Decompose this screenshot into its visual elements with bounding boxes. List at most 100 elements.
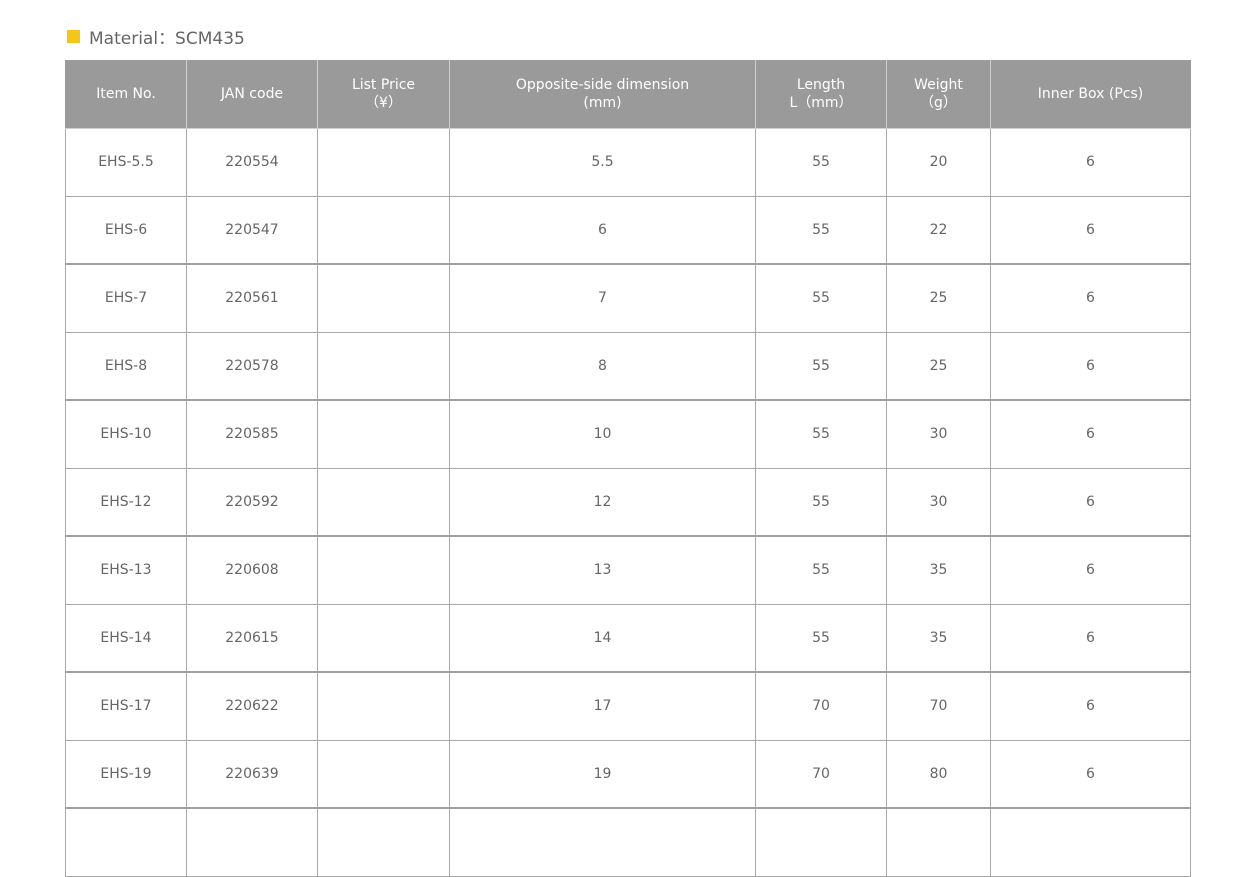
- table-row: EHS-6 220547 6 55 22 6: [65, 195, 1191, 265]
- header-unit: L（mm）: [789, 95, 853, 111]
- cell-weight: 25: [886, 331, 991, 401]
- cell-length: 55: [755, 128, 887, 197]
- cell-list-price: [317, 263, 450, 333]
- header-inner-box: Inner Box (Pcs): [990, 60, 1191, 129]
- cell-jan-code: 220561: [186, 263, 318, 333]
- table-row: [65, 807, 1191, 877]
- cell-item-no: EHS-7: [65, 263, 187, 333]
- cell-list-price: [317, 467, 450, 537]
- header-label: JAN code: [220, 86, 284, 102]
- cell-inner-box: 6: [990, 739, 1191, 809]
- square-bullet-icon: [67, 30, 80, 43]
- cell-weight: 30: [886, 467, 991, 537]
- cell-opposite-side-dimension: 8: [449, 331, 756, 401]
- table-row: EHS-7 220561 7 55 25 6: [65, 263, 1191, 333]
- cell-length: 70: [755, 671, 887, 741]
- cell-opposite-side-dimension: 12: [449, 467, 756, 537]
- cell-item-no: EHS-6: [65, 195, 187, 265]
- cell-opposite-side-dimension: 7: [449, 263, 756, 333]
- cell-inner-box: 6: [990, 399, 1191, 469]
- cell-length: 55: [755, 535, 887, 605]
- header-list-price: List Price （¥）: [317, 60, 450, 129]
- header-label: Opposite-side dimension: [515, 77, 690, 93]
- cell-jan-code: 220547: [186, 195, 318, 265]
- table-row: EHS-12 220592 12 55 30 6: [65, 467, 1191, 537]
- cell-weight: [886, 807, 991, 877]
- cell-list-price: [317, 739, 450, 809]
- cell-jan-code: 220585: [186, 399, 318, 469]
- header-unit: (mm): [583, 95, 622, 111]
- header-unit: （g）: [920, 95, 957, 111]
- cell-length: 55: [755, 603, 887, 673]
- cell-weight: 80: [886, 739, 991, 809]
- cell-jan-code: 220592: [186, 467, 318, 537]
- header-label: Length: [796, 77, 846, 93]
- cell-item-no: EHS-13: [65, 535, 187, 605]
- cell-weight: 35: [886, 535, 991, 605]
- table-row: EHS-10 220585 10 55 30 6: [65, 399, 1191, 469]
- cell-opposite-side-dimension: 5.5: [449, 128, 756, 197]
- header-label: Item No.: [96, 86, 156, 102]
- material-label: Material：SCM435: [89, 29, 245, 49]
- cell-item-no: EHS-8: [65, 331, 187, 401]
- cell-inner-box: 6: [990, 128, 1191, 197]
- cell-list-price: [317, 603, 450, 673]
- header-jan-code: JAN code: [186, 60, 318, 129]
- header-unit: （¥）: [365, 95, 402, 111]
- cell-list-price: [317, 671, 450, 741]
- cell-jan-code: 220554: [186, 128, 318, 197]
- cell-list-price: [317, 535, 450, 605]
- cell-length: 55: [755, 331, 887, 401]
- cell-opposite-side-dimension: 13: [449, 535, 756, 605]
- cell-length: 55: [755, 263, 887, 333]
- cell-length: [755, 807, 887, 877]
- cell-inner-box: [990, 807, 1191, 877]
- cell-opposite-side-dimension: 10: [449, 399, 756, 469]
- cell-inner-box: 6: [990, 195, 1191, 265]
- header-label: Weight: [914, 77, 963, 93]
- cell-item-no: EHS-17: [65, 671, 187, 741]
- table-row: EHS-14 220615 14 55 35 6: [65, 603, 1191, 673]
- product-spec-table: Item No. JAN code List Price （¥） Opposite-si…: [65, 60, 1191, 877]
- cell-list-price: [317, 399, 450, 469]
- table-row: EHS-13 220608 13 55 35 6: [65, 535, 1191, 605]
- header-weight: Weight （g）: [886, 60, 991, 129]
- cell-item-no: EHS-10: [65, 399, 187, 469]
- header-opposite-side-dimension: Opposite-side dimension (mm): [449, 60, 756, 129]
- cell-inner-box: 6: [990, 467, 1191, 537]
- cell-item-no: EHS-5.5: [65, 128, 187, 197]
- cell-inner-box: 6: [990, 603, 1191, 673]
- header-item-no: Item No.: [65, 60, 187, 129]
- cell-jan-code: 220578: [186, 331, 318, 401]
- cell-length: 55: [755, 467, 887, 537]
- cell-jan-code: 220608: [186, 535, 318, 605]
- cell-weight: 35: [886, 603, 991, 673]
- cell-length: 55: [755, 195, 887, 265]
- header-length: Length L（mm）: [755, 60, 887, 129]
- table-row: EHS-5.5 220554 5.5 55 20 6: [65, 128, 1191, 197]
- cell-list-price: [317, 128, 450, 197]
- cell-weight: 30: [886, 399, 991, 469]
- cell-jan-code: 220615: [186, 603, 318, 673]
- cell-length: 70: [755, 739, 887, 809]
- cell-jan-code: 220639: [186, 739, 318, 809]
- cell-list-price: [317, 807, 450, 877]
- cell-opposite-side-dimension: 17: [449, 671, 756, 741]
- cell-item-no: EHS-14: [65, 603, 187, 673]
- cell-inner-box: 6: [990, 671, 1191, 741]
- cell-list-price: [317, 331, 450, 401]
- cell-inner-box: 6: [990, 535, 1191, 605]
- cell-jan-code: 220622: [186, 671, 318, 741]
- cell-weight: 70: [886, 671, 991, 741]
- table-header-row: Item No. JAN code List Price （¥） Opposite-si…: [65, 60, 1191, 129]
- table-row: EHS-19 220639 19 70 80 6: [65, 739, 1191, 809]
- cell-opposite-side-dimension: [449, 807, 756, 877]
- header-label: Inner Box (Pcs): [1037, 86, 1144, 102]
- cell-opposite-side-dimension: 6: [449, 195, 756, 265]
- material-heading: Material：SCM435: [67, 24, 245, 49]
- cell-item-no: EHS-12: [65, 467, 187, 537]
- table-row: EHS-8 220578 8 55 25 6: [65, 331, 1191, 401]
- cell-item-no: EHS-19: [65, 739, 187, 809]
- cell-list-price: [317, 195, 450, 265]
- cell-length: 55: [755, 399, 887, 469]
